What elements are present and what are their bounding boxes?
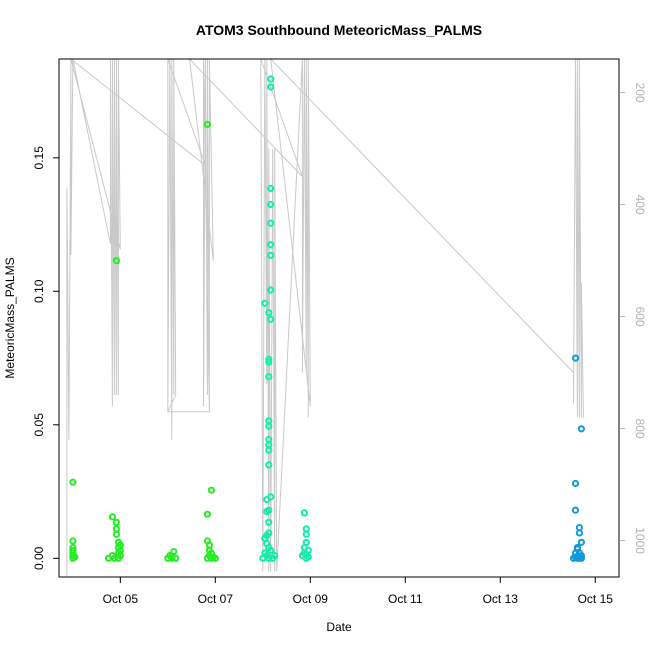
data-point [259, 554, 267, 562]
data-point [108, 513, 117, 521]
points-layer [69, 75, 586, 562]
data-point [267, 219, 275, 227]
data-point [112, 257, 121, 265]
data-point [300, 509, 308, 517]
data-point [302, 550, 310, 558]
data-point [110, 554, 119, 562]
y-tick-label: 0.15 [32, 146, 46, 170]
data-point [203, 120, 211, 129]
x-tick-label: Oct 07 [198, 592, 234, 606]
data-point [263, 508, 271, 516]
data-point [302, 530, 310, 538]
y-tick-label: 0.10 [32, 279, 46, 303]
chart-title: ATOM3 Southbound MeteoricMass_PALMS [196, 22, 482, 38]
data-point [577, 538, 586, 546]
data-point [265, 309, 273, 317]
data-point [267, 200, 275, 209]
data-point [571, 354, 580, 362]
x-tick-label: Oct 05 [103, 592, 139, 606]
data-point [571, 479, 580, 488]
x-tick-label: Oct 15 [578, 592, 614, 606]
data-point [265, 355, 273, 363]
data-point [203, 510, 211, 518]
data-point [261, 299, 269, 307]
data-point [69, 537, 77, 545]
plot-frame [58, 58, 620, 578]
data-point [116, 552, 124, 560]
y-tick-label: 0.00 [32, 546, 46, 570]
data-point [207, 486, 215, 494]
x-axis-label: Date [326, 620, 352, 634]
right-tick-label: 200 [633, 83, 647, 103]
x-tick-label: Oct 09 [293, 592, 329, 606]
data-point [267, 83, 275, 91]
data-point [265, 358, 273, 366]
data-point [69, 478, 77, 486]
data-point [267, 546, 275, 554]
data-point [203, 554, 211, 562]
right-tick-label: 800 [633, 419, 647, 439]
data-point [207, 549, 215, 557]
data-point [168, 553, 176, 561]
data-point [263, 496, 271, 504]
axes-layer: Oct 05 Oct 07 Oct 09 Oct 11 Oct 13 Oct 15 0.00… [32, 83, 647, 606]
right-tick-label: 1000 [633, 527, 647, 554]
data-point [265, 446, 273, 454]
data-point [267, 241, 275, 249]
data-point [267, 286, 275, 294]
data-point [267, 315, 275, 323]
data-point [265, 461, 273, 469]
data-point [211, 554, 219, 562]
data-point [569, 554, 578, 562]
data-point [577, 554, 586, 562]
data-point [267, 184, 275, 193]
right-tick-label: 600 [633, 307, 647, 327]
data-point [265, 422, 273, 430]
x-tick-label: Oct 11 [388, 592, 423, 606]
data-point [112, 518, 121, 526]
data-point [265, 518, 273, 526]
x-tick-label: Oct 13 [483, 592, 519, 606]
data-point [71, 553, 79, 561]
y-axis-label: MeteoricMass_PALMS [3, 257, 17, 378]
data-point [267, 75, 275, 83]
data-point [577, 425, 586, 433]
y-tick-label: 0.05 [32, 413, 46, 437]
data-point [575, 529, 584, 537]
data-point [112, 530, 121, 538]
data-point [571, 506, 580, 514]
data-point [271, 552, 279, 560]
altitude-trace-line [66, 57, 584, 577]
right-tick-label: 400 [633, 195, 647, 215]
altitude-trace-layer [66, 57, 584, 577]
data-point [265, 373, 273, 381]
data-point [267, 251, 275, 259]
